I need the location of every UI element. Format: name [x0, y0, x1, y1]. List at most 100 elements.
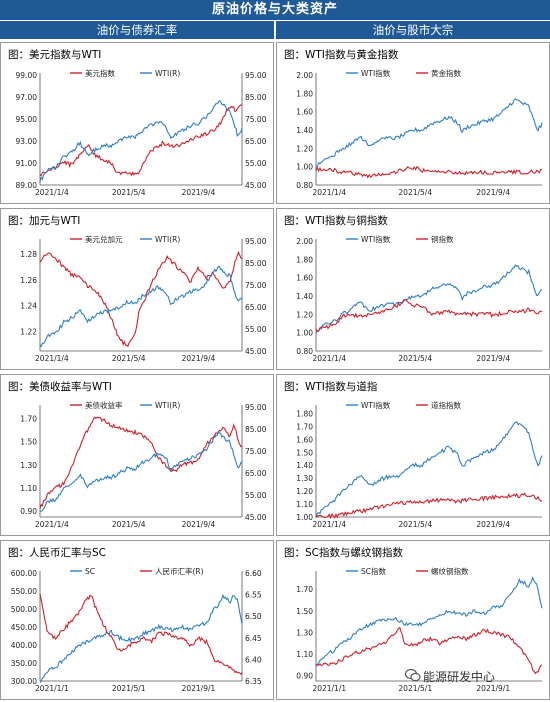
chart-svg: 0.90 1.10 1.30 1.50 1.70 2021/1/1 2021/5/1 2021… — [296, 566, 543, 693]
y-tick-label: 1.50 — [296, 448, 313, 457]
series-line — [39, 593, 243, 683]
y-tick-label: 1.80 — [296, 255, 313, 264]
x-tick-label: 2021/9/4 — [182, 520, 216, 529]
panel-title: 图：加元与WTI — [8, 215, 81, 227]
y2-tick-label: 75.00 — [245, 115, 267, 124]
y2-tick-label: 55.00 — [245, 159, 267, 168]
x-tick-label: 2021/9/4 — [476, 354, 510, 363]
y-tick-label: 1.00 — [296, 163, 313, 172]
y-tick-label: 600.00 — [11, 569, 37, 578]
x-tick-label: 2021/1/4 — [312, 520, 346, 529]
y-tick-label: 99.00 — [16, 71, 38, 80]
y2-tick-label: 85.00 — [245, 93, 267, 102]
legend-label: 人民币汇率(R) — [155, 566, 204, 576]
x-tick-label: 2021/1/4 — [312, 354, 346, 363]
y-tick-label: 1.10 — [296, 500, 313, 509]
x-tick-label: 2021/5/4 — [398, 188, 432, 197]
series-line — [39, 250, 243, 348]
right-section-title: 油价与股市大宗 — [276, 20, 550, 39]
y2-tick-label: 45.00 — [245, 513, 267, 522]
y-tick-label: 1.22 — [20, 328, 37, 337]
legend-label: 道指指数 — [431, 400, 461, 410]
x-tick-label: 2021/9/1 — [476, 684, 510, 693]
panel-title: 图：美债收益率与WTI — [8, 381, 112, 393]
y2-tick-label: 65.00 — [245, 469, 267, 478]
y-tick-label: 1.28 — [20, 250, 37, 259]
y-tick-label: 1.24 — [20, 302, 37, 311]
chart-panel-ust-wti: 图：美债收益率与WTI 0.90 1.10 1.30 1.50 1.70 45.00 55.… — [4, 379, 272, 531]
y2-tick-label: 95.00 — [245, 237, 267, 246]
panel-title: 图：WTI指数与铜指数 — [284, 215, 388, 227]
y-tick-label: 2.00 — [296, 237, 313, 246]
y2-tick-label: 95.00 — [245, 403, 267, 412]
y-tick-label: 550.00 — [11, 587, 37, 596]
y-tick-label: 1.60 — [296, 108, 313, 117]
chart-svg: 1.00 1.10 1.20 1.30 1.40 1.50 1.60 1.70 1.80 2021… — [296, 400, 543, 529]
watermark-text: 能源研发中心 — [423, 670, 496, 684]
y-tick-label: 0.90 — [20, 507, 37, 516]
y-tick-label: 1.26 — [20, 276, 37, 285]
chart-svg: 0.80 1.00 1.20 1.40 1.60 1.80 2.00 2021/1/4 2021… — [296, 234, 543, 363]
chart-svg: 0.80 1.00 1.20 1.40 1.60 1.80 2.00 2021/1/4 2021… — [296, 68, 543, 197]
y-tick-label: 1.20 — [296, 310, 313, 319]
y2-tick-label: 85.00 — [245, 259, 267, 268]
x-tick-label: 2021/1/4 — [35, 188, 69, 197]
x-tick-label: 2021/5/4 — [112, 354, 146, 363]
legend-label: 铜指数 — [431, 234, 454, 244]
chart-svg: 0.90 1.10 1.30 1.50 1.70 45.00 55.00 65.00 75.00… — [20, 400, 267, 529]
y-tick-label: 1.20 — [296, 144, 313, 153]
y-tick-label: 1.50 — [20, 438, 37, 447]
y-tick-label: 1.20 — [296, 487, 313, 496]
y-tick-label: 350.00 — [11, 659, 37, 668]
chart-panel-cad-wti: 图：加元与WTI 1.22 1.24 1.26 1.28 45.00 55.00 65.00… — [4, 213, 272, 365]
y-tick-label: 1.80 — [296, 409, 313, 418]
y-tick-label: 1.70 — [296, 585, 313, 594]
y2-tick-label: 75.00 — [245, 281, 267, 290]
chart-panel-wti-gold: 图：WTI指数与黄金指数 0.80 1.00 1.20 1.40 1.60 1.80 2.0… — [280, 47, 548, 199]
legend-label: 美债收益率 — [85, 400, 123, 410]
chart-svg: 300.00 350.00 400.00 450.00 500.00 550.00 600.… — [11, 566, 262, 693]
legend-label: WTI指数 — [361, 400, 391, 410]
y-tick-label: 91.00 — [16, 159, 38, 168]
legend-label: WTI(R) — [155, 401, 180, 410]
y-tick-label: 450.00 — [11, 623, 37, 632]
y2-tick-label: 85.00 — [245, 425, 267, 434]
series-line — [315, 165, 543, 179]
series-line — [315, 299, 543, 332]
series-line — [315, 264, 543, 334]
y-tick-label: 1.00 — [296, 513, 313, 522]
chart-svg: 1.22 1.24 1.26 1.28 45.00 55.00 65.00 75.00 85.0… — [20, 234, 267, 363]
y-tick-label: 1.70 — [296, 422, 313, 431]
legend-label: 美元指数 — [85, 68, 115, 78]
x-tick-label: 2021/5/1 — [112, 684, 146, 693]
series-line — [39, 104, 243, 177]
x-tick-label: 2021/9/4 — [476, 188, 510, 197]
series-line — [39, 265, 243, 348]
y-tick-label: 400.00 — [11, 641, 37, 650]
legend-label: 黄金指数 — [431, 68, 461, 78]
y-tick-label: 97.00 — [16, 93, 38, 102]
panel-frame-3 — [0, 208, 274, 370]
legend-label: WTI(R) — [155, 69, 180, 78]
y-tick-label: 95.00 — [16, 115, 38, 124]
y-tick-label: 1.40 — [296, 461, 313, 470]
y-tick-label: 300.00 — [11, 677, 37, 686]
y2-tick-label: 6.60 — [245, 569, 262, 578]
y-tick-label: 1.40 — [296, 292, 313, 301]
y2-tick-label: 55.00 — [245, 491, 267, 500]
x-tick-label: 2021/1/1 — [35, 684, 69, 693]
chart-panel-sc-rebar: 图：SC指数与螺纹钢指数 0.90 1.10 1.30 1.50 1.70 2021/1/… — [280, 545, 548, 695]
x-tick-label: 2021/1/1 — [312, 684, 346, 693]
y-tick-label: 1.60 — [296, 435, 313, 444]
y2-tick-label: 6.40 — [245, 655, 262, 664]
legend-label: WTI指数 — [361, 234, 391, 244]
wechat-icon — [405, 668, 421, 682]
x-tick-label: 2021/9/4 — [476, 520, 510, 529]
y-tick-label: 1.30 — [20, 461, 37, 470]
panel-title: 图：WTI指数与黄金指数 — [284, 49, 399, 61]
panel-title: 图：WTI指数与道指 — [284, 381, 378, 393]
legend-label: SC — [85, 567, 95, 576]
panel-frame-1 — [0, 42, 274, 204]
y-tick-label: 93.00 — [16, 137, 38, 146]
legend-label: WTI(R) — [155, 235, 180, 244]
